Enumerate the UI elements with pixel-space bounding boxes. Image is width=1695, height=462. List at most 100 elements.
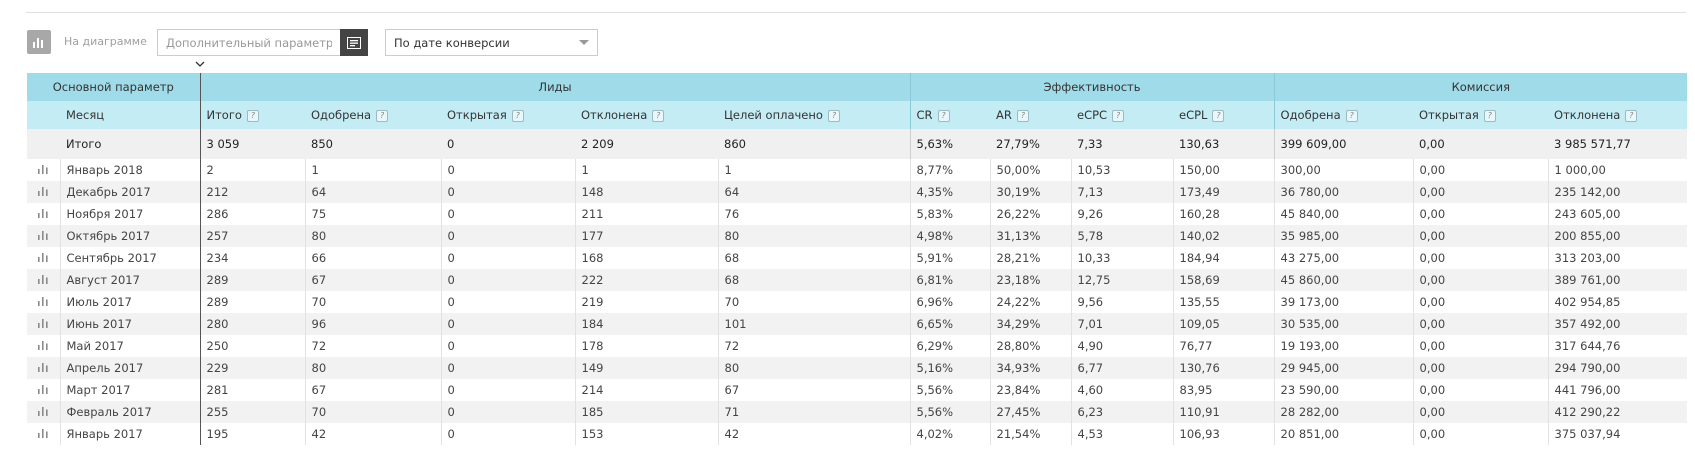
col-header-total[interactable]: Итого? — [200, 101, 305, 129]
table-cell: 402 954,85 — [1554, 295, 1621, 309]
bar-chart-icon[interactable] — [37, 252, 49, 262]
col-header-cr[interactable]: CR? — [910, 101, 991, 129]
help-icon[interactable]: ? — [1112, 110, 1125, 122]
col-header-rejected[interactable]: Отклонена? — [575, 101, 718, 129]
col-header-comm-approved[interactable]: Одобрена? — [1274, 101, 1414, 129]
month-cell: Октябрь 2017 — [60, 225, 201, 247]
month-cell: Январь 2018 — [60, 159, 201, 181]
bar-chart-icon[interactable] — [37, 164, 49, 174]
bar-chart-icon[interactable] — [37, 318, 49, 328]
help-icon[interactable]: ? — [376, 110, 389, 122]
additional-param-input[interactable] — [157, 29, 340, 56]
table-cell: 158,69 — [1173, 269, 1275, 291]
table-cell: 76 — [718, 203, 911, 225]
table-cell: 0,00 — [1413, 159, 1549, 181]
table-cell: 4,35% — [910, 181, 991, 203]
row-chart-cell[interactable] — [27, 269, 61, 291]
row-chart-cell[interactable] — [27, 401, 61, 423]
table-cell: 0 — [441, 291, 576, 313]
row-chart-cell[interactable] — [27, 379, 61, 401]
table-cell: 135,55 — [1173, 291, 1275, 313]
col-header-approved[interactable]: Одобрена? — [305, 101, 441, 129]
bar-chart-icon[interactable] — [37, 362, 49, 372]
param-picker-button[interactable] — [340, 29, 368, 56]
table-cell: 5,56% — [910, 379, 991, 401]
table-cell: 0 — [441, 313, 576, 335]
help-icon[interactable]: ? — [1625, 110, 1638, 122]
table-cell: 300,00 — [1274, 159, 1414, 181]
table-cell: 7,01 — [1071, 313, 1174, 335]
bar-chart-icon[interactable] — [37, 230, 49, 240]
bar-chart-icon[interactable] — [37, 208, 49, 218]
row-chart-cell[interactable] — [27, 335, 61, 357]
date-mode-select[interactable]: По дате конверсии — [385, 29, 598, 56]
table-cell: 0,00 — [1413, 269, 1549, 291]
row-chart-cell[interactable] — [27, 313, 61, 335]
table-cell: 24,22% — [990, 291, 1072, 313]
col-header-ar[interactable]: AR? — [990, 101, 1072, 129]
table-cell: 67 — [718, 379, 911, 401]
table-cell: 8,77% — [910, 159, 991, 181]
bar-chart-icon[interactable] — [37, 428, 49, 438]
table-cell: 212 — [200, 181, 306, 203]
bar-chart-icon[interactable] — [37, 340, 49, 350]
date-mode-value: По дате конверсии — [394, 35, 510, 50]
table-cell: 1 — [575, 159, 719, 181]
col-header-month[interactable]: Месяц — [60, 101, 201, 129]
month-cell: Сентябрь 2017 — [60, 247, 201, 269]
sort-chevron-icon[interactable] — [195, 61, 205, 67]
table-cell: 19 193,00 — [1274, 335, 1414, 357]
bar-chart-icon[interactable] — [37, 296, 49, 306]
bar-chart-icon[interactable] — [37, 384, 49, 394]
help-icon[interactable]: ? — [1345, 110, 1358, 122]
table-cell: 10,33 — [1071, 247, 1174, 269]
help-icon[interactable]: ? — [827, 110, 840, 122]
row-chart-cell[interactable] — [27, 291, 61, 313]
table-cell: 177 — [575, 225, 719, 247]
col-header-comm-open[interactable]: Открытая? — [1413, 101, 1549, 129]
table-cell: 200 855,00 — [1548, 225, 1688, 247]
table-cell: 0 — [441, 269, 576, 291]
table-cell: 1 000,00 — [1554, 163, 1606, 177]
col-header-goals-paid[interactable]: Целей оплачено? — [718, 101, 911, 129]
help-icon[interactable]: ? — [246, 110, 259, 122]
table-cell: 30 535,00 — [1274, 313, 1414, 335]
bar-chart-icon[interactable] — [37, 406, 49, 416]
table-cell: 357 492,00 — [1548, 313, 1688, 335]
table-cell: 153 — [575, 423, 719, 445]
table-cell: 28,80% — [990, 335, 1072, 357]
help-icon[interactable]: ? — [652, 110, 665, 122]
table-cell: 27,45% — [990, 401, 1072, 423]
chart-toggle-button[interactable] — [27, 30, 51, 54]
table-cell: 160,28 — [1173, 203, 1275, 225]
table-cell: 71 — [718, 401, 911, 423]
row-chart-cell[interactable] — [27, 247, 61, 269]
table-cell: 75 — [305, 203, 442, 225]
col-header-open[interactable]: Открытая? — [441, 101, 575, 129]
row-chart-cell[interactable] — [27, 159, 61, 181]
row-chart-cell[interactable] — [27, 357, 61, 379]
row-chart-cell[interactable] — [27, 203, 61, 225]
bar-chart-icon[interactable] — [37, 274, 49, 284]
col-header-ecpl[interactable]: eCPL? — [1173, 101, 1275, 129]
col-header-comm-rejected[interactable]: Отклонена? — [1548, 101, 1688, 129]
help-icon[interactable]: ? — [937, 110, 950, 122]
table-cell: 64 — [305, 181, 442, 203]
bar-chart-icon[interactable] — [37, 186, 49, 196]
help-icon[interactable]: ? — [1016, 110, 1029, 122]
table-cell: 281 — [200, 379, 306, 401]
help-icon[interactable]: ? — [511, 110, 524, 122]
row-chart-cell[interactable] — [27, 225, 61, 247]
row-chart-cell[interactable] — [27, 181, 61, 203]
row-chart-cell[interactable] — [27, 423, 61, 445]
table-cell: 29 945,00 — [1274, 357, 1414, 379]
month-cell: Январь 2017 — [60, 423, 201, 445]
col-header-ecpc[interactable]: eCPC? — [1071, 101, 1174, 129]
totals-cell: 850 — [305, 129, 441, 159]
help-icon[interactable]: ? — [1212, 110, 1225, 122]
table-cell: 80 — [305, 225, 442, 247]
table-cell: 222 — [575, 269, 719, 291]
help-icon[interactable]: ? — [1483, 110, 1496, 122]
totals-cell: 3 985 571,77 — [1548, 129, 1688, 159]
table-row: Октябрь 2017 257 80 0 177 80 4,98% 31,13% 5,78 14… — [27, 225, 1688, 247]
